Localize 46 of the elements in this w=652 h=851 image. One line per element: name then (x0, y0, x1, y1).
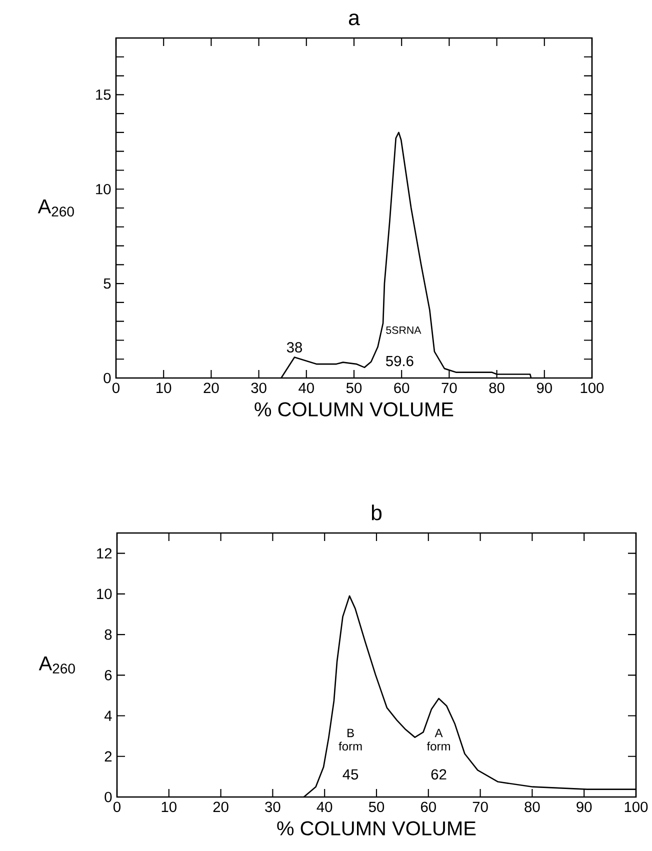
annotation: A form (426, 728, 450, 751)
y-tick-label: 15 (96, 90, 111, 100)
x-tick-label: 60 (420, 802, 436, 812)
x-tick-label: 0 (112, 382, 120, 394)
x-tick-label: 10 (162, 802, 176, 812)
x-tick-label: 50 (346, 382, 362, 394)
annotation: 59.6 (386, 356, 414, 366)
x-tick-label: 80 (524, 802, 540, 812)
chart-title: b (372, 504, 382, 520)
x-tick-label: 30 (265, 802, 280, 812)
annotation: B form (338, 728, 362, 751)
y-tick-label: 4 (104, 710, 112, 721)
x-axis-title: % COLUMN VOLUME (277, 821, 476, 836)
y-tick-label: 2 (104, 751, 112, 762)
y-tick-label: 0 (104, 792, 112, 802)
x-tick-label: 70 (472, 802, 488, 812)
annotation: 62 (431, 769, 446, 780)
x-tick-label: 60 (394, 382, 410, 394)
y-tick-label: 0 (104, 372, 111, 384)
x-tick-label: 0 (113, 802, 120, 812)
x-tick-label: 100 (624, 802, 648, 812)
x-tick-label: 20 (213, 802, 228, 812)
annotation: 38 (286, 342, 302, 353)
x-tick-label: 50 (368, 802, 384, 812)
y-tick-label: 6 (104, 670, 112, 680)
x-axis-title: % COLUMN VOLUME (254, 402, 454, 416)
annotation: 45 (342, 769, 358, 780)
chart-title: a (348, 14, 360, 26)
x-tick-label: 40 (316, 802, 332, 812)
x-tick-label: 90 (536, 382, 552, 394)
y-tick-label: 8 (104, 629, 112, 640)
x-tick-label: 70 (442, 382, 457, 394)
x-tick-label: 100 (580, 382, 604, 394)
x-tick-label: 80 (489, 382, 504, 394)
y-tick-label: 10 (96, 184, 111, 194)
x-tick-label: 90 (576, 802, 592, 812)
y-tick-label: 5 (104, 278, 111, 289)
y-tick-label: 12 (97, 548, 112, 558)
x-tick-label: 30 (251, 382, 266, 394)
y-axis-title: A$_{260}$ (38, 199, 74, 217)
y-tick-label: 10 (97, 588, 112, 600)
y-axis-title: A$_{260}$ (38, 656, 75, 674)
x-tick-label: 10 (156, 382, 172, 394)
x-tick-label: 20 (204, 382, 219, 394)
x-tick-label: 40 (298, 382, 314, 394)
annotation: 5SRNA (386, 326, 422, 334)
